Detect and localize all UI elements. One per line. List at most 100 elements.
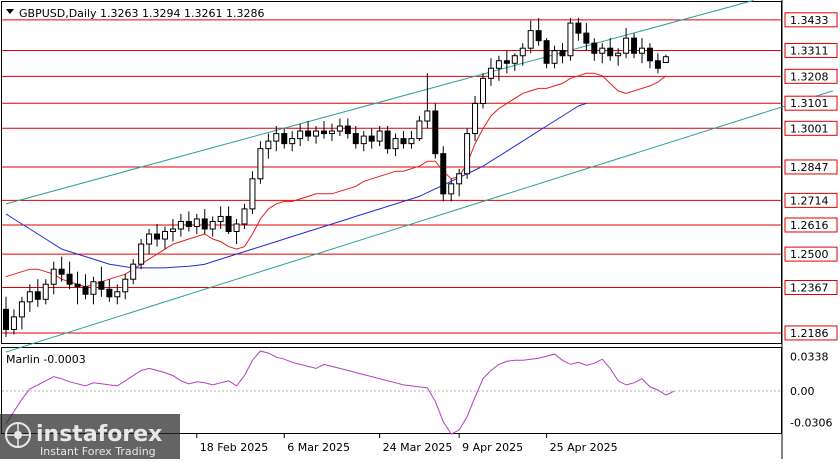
candle-body bbox=[289, 138, 296, 145]
candle bbox=[503, 50, 510, 74]
candle bbox=[631, 33, 638, 59]
candle-body bbox=[328, 130, 335, 135]
candle bbox=[58, 256, 65, 282]
candle-body bbox=[575, 22, 582, 34]
candle-body bbox=[225, 215, 232, 233]
candle-body bbox=[519, 47, 526, 57]
candle-body bbox=[313, 130, 320, 137]
candle bbox=[654, 53, 661, 74]
candle-body bbox=[106, 288, 113, 298]
candle bbox=[639, 38, 645, 64]
candle bbox=[209, 216, 216, 237]
horizontal-levels bbox=[2, 19, 781, 334]
candle bbox=[662, 54, 669, 64]
triangle-down-icon[interactable] bbox=[6, 9, 14, 14]
candle-body bbox=[408, 138, 415, 145]
channel-lower-line bbox=[5, 90, 833, 353]
candle-body bbox=[662, 56, 669, 64]
candle bbox=[233, 218, 240, 245]
trend-channel bbox=[5, 0, 833, 353]
ma-fast-line bbox=[5, 72, 667, 288]
candle bbox=[472, 95, 479, 142]
candle-body bbox=[360, 135, 367, 145]
candle bbox=[392, 133, 399, 157]
candle bbox=[273, 126, 280, 152]
candle-body bbox=[193, 218, 200, 227]
candle-body bbox=[185, 220, 192, 227]
candle bbox=[154, 223, 161, 247]
candle-body bbox=[352, 133, 359, 145]
candle-body bbox=[551, 50, 558, 64]
candle bbox=[464, 128, 471, 179]
price-level-text: 1.3101 bbox=[790, 97, 829, 110]
candle-body bbox=[503, 60, 510, 64]
price-level-label: 1.3433 bbox=[784, 12, 838, 28]
candle bbox=[440, 146, 447, 202]
candle bbox=[527, 20, 534, 54]
candle-body bbox=[50, 268, 57, 285]
candle-body bbox=[217, 215, 224, 222]
candle-body bbox=[297, 130, 304, 140]
candle-body bbox=[98, 281, 105, 290]
candle bbox=[384, 126, 391, 154]
candle bbox=[130, 259, 137, 285]
candle-body bbox=[26, 291, 33, 303]
candle-body bbox=[162, 231, 168, 240]
candle bbox=[249, 171, 256, 214]
candle bbox=[559, 43, 566, 64]
candle-body bbox=[591, 42, 598, 54]
candle bbox=[3, 296, 9, 337]
candle-body bbox=[639, 47, 645, 54]
candle-body bbox=[138, 243, 145, 265]
time-axis-label: 25 Apr 2025 bbox=[550, 441, 618, 454]
candle-body bbox=[241, 208, 248, 225]
candle-body bbox=[511, 55, 518, 64]
candle bbox=[225, 206, 232, 235]
time-axis-label: 9 Apr 2025 bbox=[462, 441, 523, 454]
candle bbox=[448, 178, 455, 202]
candle bbox=[217, 206, 224, 229]
candle-body bbox=[599, 47, 606, 54]
candle-body bbox=[257, 148, 264, 180]
candle bbox=[607, 38, 614, 61]
oscillator-axis-label: -0.0306 bbox=[790, 416, 832, 429]
candle-body bbox=[623, 37, 630, 54]
oscillator-axis-label: 0.00 bbox=[790, 385, 815, 398]
price-level-text: 1.2367 bbox=[790, 282, 829, 295]
candle bbox=[646, 43, 653, 69]
channel-upper-line bbox=[5, 0, 754, 205]
candle-body bbox=[392, 138, 399, 150]
time-axis-label: 6 Mar 2025 bbox=[287, 441, 350, 454]
candle bbox=[146, 229, 153, 255]
candle bbox=[10, 309, 17, 335]
candle-body bbox=[535, 30, 542, 42]
candle bbox=[519, 43, 526, 66]
watermark-brand: instaforex bbox=[36, 422, 162, 447]
candle bbox=[623, 28, 630, 59]
candle-body bbox=[66, 273, 73, 285]
price-level-text: 1.3001 bbox=[790, 122, 829, 135]
candle-body bbox=[607, 47, 614, 57]
candle bbox=[400, 131, 407, 149]
candle bbox=[551, 45, 558, 69]
candle-body bbox=[281, 133, 288, 145]
candle bbox=[583, 23, 590, 51]
candle bbox=[193, 213, 200, 235]
candle bbox=[74, 271, 81, 305]
candle bbox=[241, 203, 248, 229]
candle-body bbox=[58, 268, 65, 275]
price-level-text: 1.2714 bbox=[790, 194, 829, 207]
candle-body bbox=[82, 286, 89, 295]
candle-body bbox=[344, 125, 351, 135]
candle bbox=[535, 18, 542, 46]
candle-body bbox=[400, 138, 407, 145]
candle-body bbox=[456, 173, 463, 185]
candle-body bbox=[416, 120, 423, 140]
candle bbox=[328, 123, 335, 142]
candle bbox=[42, 279, 49, 305]
candle bbox=[511, 53, 518, 71]
candle-body bbox=[631, 37, 638, 54]
price-axis-labels: 1.3433 1.3311 1.3208 1.3101 1.3001 1.2847 1.27… bbox=[784, 12, 838, 341]
candle-body bbox=[18, 301, 25, 318]
